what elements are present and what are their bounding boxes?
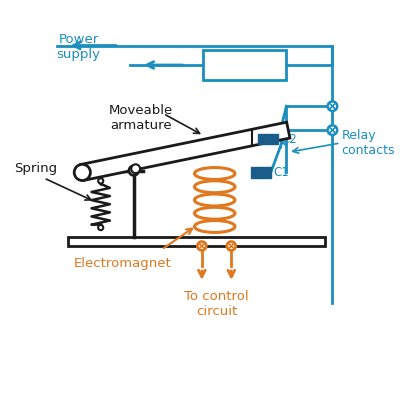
FancyBboxPatch shape bbox=[68, 237, 325, 246]
FancyBboxPatch shape bbox=[258, 134, 278, 144]
Text: Load: Load bbox=[226, 57, 262, 72]
Circle shape bbox=[328, 102, 337, 111]
Text: Spring: Spring bbox=[14, 162, 57, 175]
Text: C2: C2 bbox=[281, 133, 297, 146]
Text: Moveable
armature: Moveable armature bbox=[109, 104, 173, 132]
Ellipse shape bbox=[194, 207, 235, 219]
FancyBboxPatch shape bbox=[250, 167, 271, 178]
Text: Power
supply: Power supply bbox=[57, 33, 101, 61]
Text: C1: C1 bbox=[274, 166, 290, 179]
Circle shape bbox=[131, 164, 140, 173]
Circle shape bbox=[129, 166, 138, 175]
Circle shape bbox=[328, 125, 337, 135]
Ellipse shape bbox=[194, 194, 235, 206]
Polygon shape bbox=[81, 122, 290, 180]
Text: To control
circuit: To control circuit bbox=[184, 290, 249, 318]
Circle shape bbox=[227, 242, 236, 250]
Text: Relay
contacts: Relay contacts bbox=[342, 129, 395, 157]
Ellipse shape bbox=[194, 168, 235, 180]
Text: Electromagnet: Electromagnet bbox=[74, 257, 172, 270]
Circle shape bbox=[198, 242, 206, 250]
Ellipse shape bbox=[194, 181, 235, 193]
Ellipse shape bbox=[194, 220, 235, 232]
Circle shape bbox=[74, 164, 90, 180]
Circle shape bbox=[98, 225, 103, 230]
FancyBboxPatch shape bbox=[202, 50, 286, 80]
Circle shape bbox=[98, 178, 103, 184]
